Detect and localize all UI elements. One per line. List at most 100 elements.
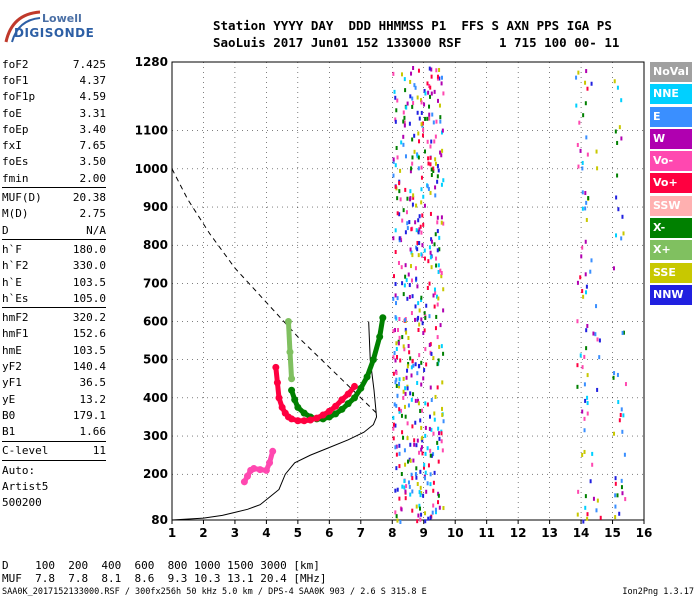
interference-mark (419, 408, 422, 413)
interference-mark (440, 274, 443, 279)
interference-mark (401, 281, 404, 286)
param-label: yE (2, 392, 16, 406)
interference-mark (429, 211, 432, 216)
interference-mark (429, 155, 432, 160)
param-row: h`E 103.5 (2, 274, 106, 290)
interference-mark (586, 401, 589, 406)
interference-mark (415, 228, 418, 233)
interference-mark (396, 296, 399, 301)
interference-mark (420, 98, 423, 103)
interference-mark (585, 217, 588, 222)
interference-mark (424, 401, 427, 406)
interference-mark (418, 139, 421, 144)
interference-mark (412, 101, 415, 106)
interference-mark (421, 243, 424, 248)
interference-mark (395, 514, 398, 519)
interference-mark (438, 344, 441, 349)
interference-mark (434, 510, 437, 515)
interference-mark (421, 213, 424, 218)
interference-mark (430, 398, 433, 403)
interference-mark (414, 317, 417, 322)
param-label: D (2, 223, 9, 237)
interference-mark (396, 155, 399, 160)
interference-mark (394, 510, 397, 515)
interference-mark (586, 86, 589, 91)
x-tick-label: 8 (388, 526, 396, 540)
interference-mark (403, 77, 406, 82)
interference-mark (398, 335, 401, 340)
interference-mark (409, 458, 412, 463)
param-label: Auto: (2, 463, 36, 477)
interference-mark (422, 376, 425, 381)
interference-mark (404, 230, 407, 235)
interference-mark (586, 411, 589, 416)
interference-mark (417, 401, 420, 406)
interference-mark (424, 470, 427, 475)
interference-mark (398, 407, 401, 412)
interference-mark (585, 284, 588, 289)
interference-mark (433, 304, 436, 309)
interference-mark (406, 196, 409, 201)
interference-mark (417, 230, 420, 235)
x-tick-label: 13 (541, 526, 558, 540)
interference-mark (618, 418, 621, 423)
interference-mark (392, 236, 395, 241)
param-value: 2.00 (79, 171, 107, 185)
interference-mark (418, 503, 421, 508)
interference-mark (411, 104, 414, 109)
interference-mark (417, 328, 420, 333)
interference-mark (395, 145, 398, 150)
interference-mark (421, 435, 424, 440)
interference-mark (419, 493, 422, 498)
interference-mark (441, 412, 444, 417)
interference-mark (617, 400, 620, 405)
interference-mark (394, 282, 397, 287)
param-value: N/A (86, 223, 106, 237)
param-row: fxI 7.65 (2, 137, 106, 153)
interference-mark (403, 479, 406, 484)
interference-mark (411, 253, 414, 258)
interference-mark (418, 490, 421, 495)
interference-mark (430, 74, 433, 79)
interference-mark (442, 308, 445, 313)
interference-mark (393, 89, 396, 94)
interference-mark (393, 402, 396, 407)
interference-mark (596, 387, 599, 392)
header-line1: Station YYYY DAY DDD HHMMSS P1 FFS S AXN… (213, 18, 612, 33)
interference-mark (435, 294, 438, 299)
interference-mark (577, 164, 580, 169)
interference-mark (419, 517, 422, 522)
interference-mark (403, 123, 406, 128)
interference-mark (404, 489, 407, 494)
interference-mark (421, 321, 424, 326)
param-label: yF2 (2, 359, 22, 373)
interference-mark (404, 414, 407, 419)
interference-mark (613, 431, 616, 436)
param-row: Artist5 (2, 478, 106, 494)
interference-mark (394, 119, 397, 124)
interference-mark (421, 408, 424, 413)
interference-mark (416, 284, 419, 289)
interference-mark (410, 311, 413, 316)
interference-mark (436, 440, 439, 445)
interference-mark (412, 65, 415, 70)
interference-mark (426, 116, 429, 121)
interference-mark (430, 91, 433, 96)
interference-mark (442, 221, 445, 226)
legend-item-e: E (650, 106, 692, 127)
interference-mark (421, 451, 424, 456)
logo-line2: DIGISONDE (14, 26, 95, 40)
interference-mark (438, 247, 441, 252)
interference-mark (404, 274, 407, 279)
interference-mark (581, 190, 584, 195)
interference-mark (403, 404, 406, 409)
interference-mark (429, 448, 432, 453)
interference-mark (425, 362, 428, 367)
interference-mark (395, 383, 398, 388)
interference-mark (624, 497, 627, 502)
x-tick-label: 7 (357, 526, 365, 540)
interference-mark (394, 228, 397, 233)
param-label: hmF1 (2, 327, 29, 341)
interference-mark (440, 75, 443, 80)
param-row: foF2 7.425 (2, 56, 106, 72)
